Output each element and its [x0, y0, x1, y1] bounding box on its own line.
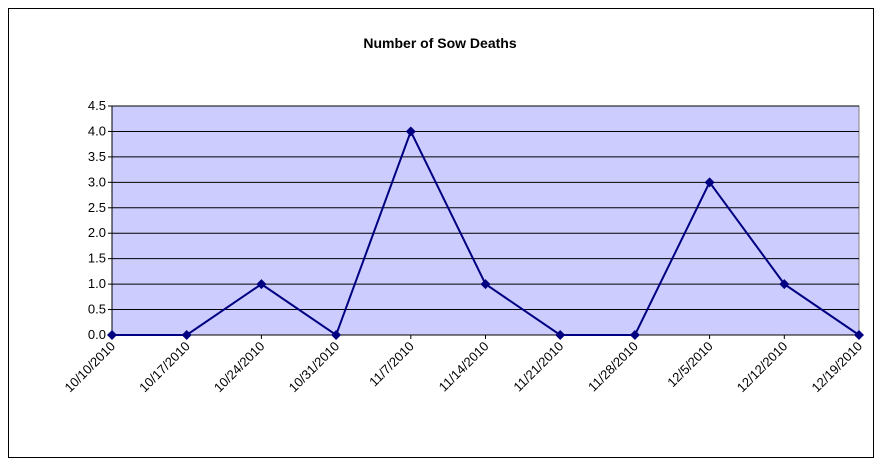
data-point	[704, 177, 715, 188]
data-point	[629, 330, 640, 340]
data-point	[256, 279, 267, 290]
y-tick-label: 1.0	[88, 276, 106, 291]
plot-area	[111, 105, 860, 336]
chart-title: Number of Sow Deaths	[363, 35, 516, 51]
data-point	[107, 330, 117, 340]
y-tick-label: 2.0	[88, 225, 106, 240]
y-tick-label: 4.0	[88, 123, 106, 138]
y-tick-label: 0.5	[88, 302, 106, 317]
y-tick-label: 1.5	[88, 251, 106, 266]
data-point	[480, 279, 491, 290]
data-point	[854, 330, 864, 340]
data-point	[779, 279, 790, 290]
data-point	[181, 330, 192, 340]
y-tick-label: 4.5	[88, 98, 106, 113]
y-tick-label: 3.0	[88, 174, 106, 189]
data-point	[555, 330, 566, 340]
y-tick-label: 0.0	[88, 327, 106, 342]
data-point	[331, 330, 342, 340]
y-tick-label: 3.5	[88, 149, 106, 164]
data-point	[405, 126, 416, 137]
y-tick-label: 2.5	[88, 200, 106, 215]
